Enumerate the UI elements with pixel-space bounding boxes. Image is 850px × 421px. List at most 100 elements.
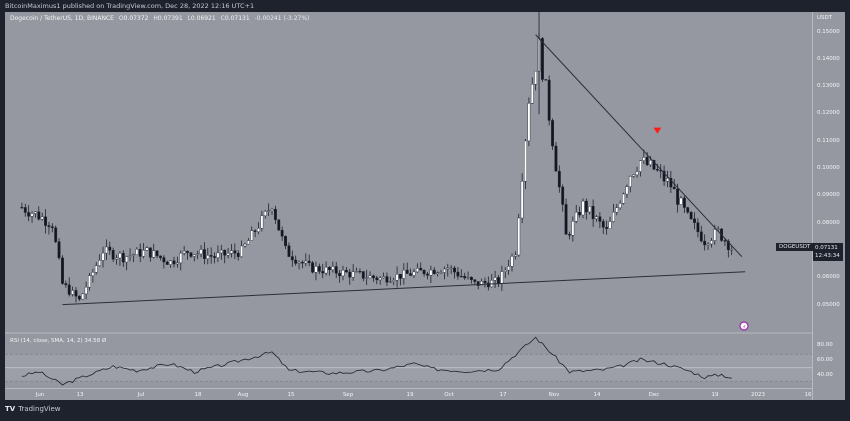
candle xyxy=(730,249,734,251)
candle xyxy=(64,283,68,286)
candle xyxy=(94,265,98,273)
candle xyxy=(203,249,206,259)
candle xyxy=(547,79,551,121)
candle xyxy=(240,245,243,257)
rsi-tick: 40.00 xyxy=(817,372,833,378)
candle xyxy=(503,269,507,272)
candle xyxy=(497,277,500,285)
candle xyxy=(294,259,298,264)
symbol-tag: DOGEUSDT xyxy=(776,243,814,251)
candle xyxy=(142,250,145,257)
rsi-line xyxy=(21,336,732,386)
candle xyxy=(182,250,186,254)
ohlc-legend: Dogecoin / TetherUS, 1D, BINANCE O0.0737… xyxy=(10,15,310,22)
candle xyxy=(301,262,304,264)
time-tick: 13 xyxy=(76,392,84,398)
price-tick: 0.15000 xyxy=(817,29,840,35)
time-tick: Oct xyxy=(444,392,454,398)
candle xyxy=(726,240,730,250)
candle xyxy=(483,281,487,284)
candle xyxy=(405,269,409,274)
candle xyxy=(368,275,372,279)
tradingview-logo[interactable]: TV TradingView xyxy=(5,405,61,413)
candle xyxy=(50,226,54,229)
time-tick: Nov xyxy=(548,392,560,398)
time-axis[interactable]: Jun 13 Jul 18 Aug 15 Sep 19 Oct 17 Nov 1… xyxy=(5,388,812,401)
candle xyxy=(392,280,396,282)
candle xyxy=(571,221,575,236)
candle xyxy=(388,281,392,283)
candle xyxy=(34,211,37,214)
candle xyxy=(128,255,132,257)
candle xyxy=(378,277,382,281)
candle xyxy=(456,271,460,277)
currency-label: USDT xyxy=(817,15,833,21)
time-tick: Jul xyxy=(137,392,145,398)
time-tick: 19 xyxy=(406,392,414,398)
candle xyxy=(57,241,61,259)
price-tick: 0.05000 xyxy=(817,302,840,308)
candle xyxy=(608,221,612,229)
candle xyxy=(263,211,267,216)
bar-countdown: 12:43:34 xyxy=(815,253,840,259)
candle xyxy=(422,270,426,275)
chart-area[interactable]: ⚡ xyxy=(5,12,812,388)
candle xyxy=(274,208,277,220)
symbol-label[interactable]: Dogecoin / TetherUS, 1D, BINANCE xyxy=(10,15,114,22)
candle xyxy=(192,254,196,257)
candle xyxy=(507,266,511,271)
candle xyxy=(253,230,257,232)
candle xyxy=(527,103,531,142)
time-tick: 15 xyxy=(287,392,295,398)
candle xyxy=(20,207,24,209)
price-tick: 0.12000 xyxy=(817,110,840,116)
candle xyxy=(355,271,358,273)
rsi-tick: 80.00 xyxy=(817,342,833,348)
candle xyxy=(426,273,429,276)
candle xyxy=(453,267,456,273)
price-axis[interactable]: USDT 0.15000 0.14000 0.13000 0.12000 0.1… xyxy=(812,12,846,400)
candle xyxy=(564,204,568,235)
candle xyxy=(84,286,88,295)
candle xyxy=(395,274,399,281)
candle xyxy=(61,257,64,284)
candle xyxy=(551,120,554,147)
candle xyxy=(67,284,71,295)
candle xyxy=(581,200,585,216)
candle xyxy=(23,207,27,213)
candle xyxy=(257,228,260,232)
candle xyxy=(470,276,473,280)
candle xyxy=(219,249,223,254)
candle xyxy=(277,219,281,231)
candle xyxy=(98,260,102,266)
candle xyxy=(449,267,453,269)
candle xyxy=(88,275,91,288)
time-tick: 17 xyxy=(499,392,507,398)
candle xyxy=(655,169,659,171)
candle xyxy=(568,234,571,236)
tv-logo-icon: TV xyxy=(5,405,16,413)
candle xyxy=(696,222,700,233)
close-value: 0.07131 xyxy=(224,15,250,22)
candle xyxy=(358,271,362,273)
candle xyxy=(206,255,210,259)
rsi-label[interactable]: RSI (14, close, SMA, 14, 2) xyxy=(10,338,83,344)
candle xyxy=(91,272,95,276)
candle xyxy=(530,84,534,104)
candle xyxy=(625,186,629,195)
candle xyxy=(226,253,230,256)
candle xyxy=(534,70,538,85)
candle xyxy=(652,160,656,170)
time-tick: 16 xyxy=(804,392,812,398)
rsi-legend: RSI (14, close, SMA, 14, 2) 34.58 Ø xyxy=(10,338,106,344)
candle xyxy=(632,174,636,177)
candle xyxy=(169,260,173,265)
candle xyxy=(44,216,47,226)
candle xyxy=(243,243,247,247)
candle xyxy=(598,216,602,222)
candle xyxy=(260,215,264,229)
candle xyxy=(155,250,159,257)
candle xyxy=(81,293,85,300)
candle xyxy=(513,254,517,257)
candle xyxy=(480,281,483,286)
